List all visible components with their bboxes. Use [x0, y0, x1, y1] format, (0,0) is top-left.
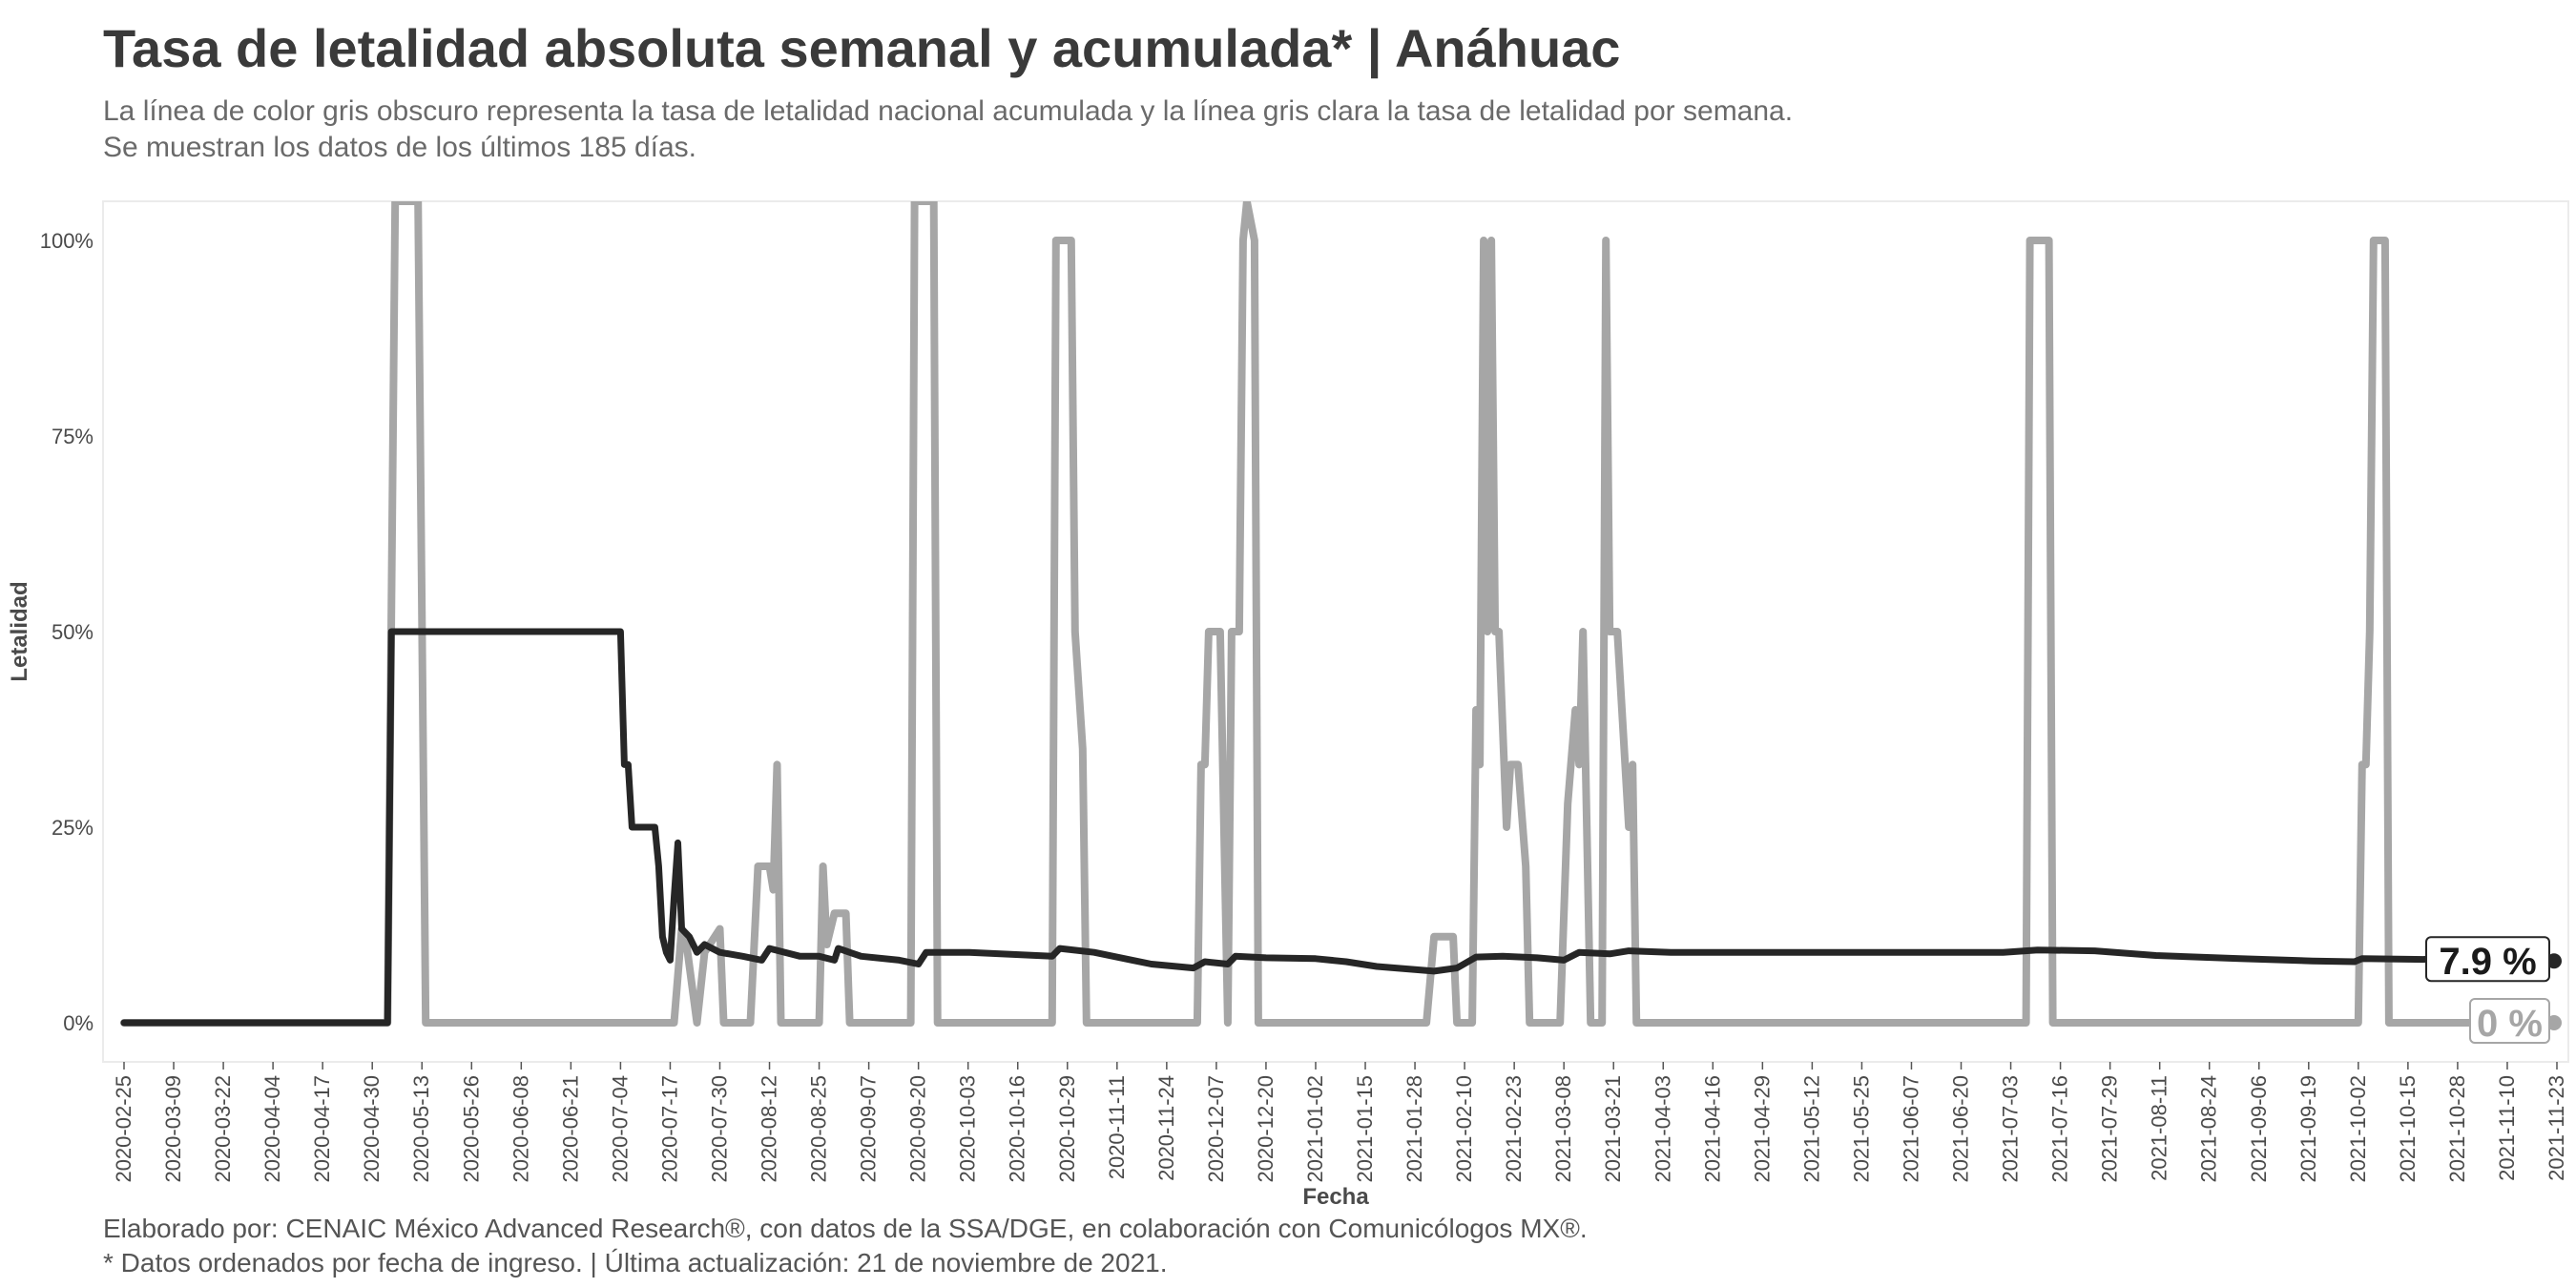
chart-caption: Elaborado por: CENAIC México Advanced Re… [103, 1212, 1588, 1280]
y-tick-label: 25% [52, 816, 93, 840]
x-axis-title: Fecha [1302, 1184, 1369, 1210]
caption-line-1: Elaborado por: CENAIC México Advanced Re… [103, 1214, 1588, 1243]
x-tick-label: 2021-10-15 [2396, 1075, 2420, 1183]
x-tick-label: 2020-05-13 [409, 1075, 433, 1183]
x-tick-label: 2020-10-29 [1055, 1075, 1079, 1183]
x-tick-label: 2021-06-20 [1949, 1075, 1973, 1183]
x-tick-label: 2020-06-21 [558, 1075, 582, 1183]
x-tick-label: 2021-11-10 [2495, 1075, 2519, 1181]
x-tick-label: 2021-06-07 [1899, 1075, 1922, 1183]
x-tick-label: 2020-08-12 [758, 1075, 781, 1183]
x-tick-label: 2021-01-28 [1402, 1075, 1426, 1183]
x-tick-label: 2020-11-24 [1154, 1075, 1178, 1181]
x-tick-label: 2020-02-25 [112, 1075, 135, 1183]
x-tick-label: 2020-09-07 [857, 1075, 881, 1183]
x-tick-label: 2020-04-30 [360, 1075, 384, 1183]
x-tick-label: 2020-10-16 [1006, 1075, 1029, 1183]
x-tick-label: 2021-09-19 [2296, 1075, 2320, 1183]
x-axis-ticks: 2020-02-25 2020-03-09 2020-03-22 2020-04-04… [112, 1062, 2568, 1183]
caption-line-2: * Datos ordenados por fecha de ingreso. … [103, 1248, 1168, 1278]
x-tick-label: 2021-04-03 [1651, 1075, 1674, 1183]
x-tick-label: 2021-02-23 [1502, 1075, 1526, 1183]
series-line-cumulative [120, 628, 2561, 1027]
x-tick-label: 2021-03-21 [1601, 1075, 1625, 1183]
y-tick-label: 50% [52, 620, 93, 644]
end-labels: 7.9 % 0 % [2425, 936, 2562, 1045]
x-tick-label: 2020-12-07 [1204, 1075, 1228, 1183]
x-tick-label: 2020-08-25 [807, 1075, 831, 1183]
y-axis-ticks: 0% 25% 50% 75% 100% [40, 229, 93, 1035]
x-tick-label: 2021-09-06 [2247, 1075, 2271, 1183]
x-tick-label: 2020-10-03 [956, 1075, 980, 1183]
x-tick-label: 2021-10-28 [2445, 1075, 2469, 1183]
x-tick-label: 2021-07-29 [2098, 1075, 2122, 1183]
x-tick-label: 2020-04-04 [260, 1075, 284, 1183]
x-tick-label: 2021-10-02 [2346, 1075, 2370, 1183]
x-tick-label: 2020-04-17 [310, 1075, 334, 1183]
y-tick-label: 100% [40, 229, 93, 253]
subtitle-line-2: Se muestran los datos de los últimos 185… [103, 132, 697, 163]
end-label-box-cumulative [2425, 936, 2550, 983]
x-tick-label: 2020-03-09 [161, 1075, 185, 1183]
end-label-cumulative: 7.9 % [2439, 941, 2536, 983]
x-tick-label: 2020-11-11 [1105, 1075, 1129, 1179]
x-tick-label: 2020-09-20 [906, 1075, 930, 1183]
x-tick-label: 2021-04-29 [1750, 1075, 1774, 1183]
subtitle-line-1: La línea de color gris obscuro represent… [103, 95, 1794, 127]
x-tick-label: 2021-01-15 [1353, 1075, 1377, 1183]
y-tick-label: 75% [52, 425, 93, 448]
x-tick-label: 2020-06-08 [509, 1075, 532, 1183]
x-tick-label: 2021-03-08 [1551, 1075, 1575, 1183]
x-tick-label: 2020-05-26 [459, 1075, 483, 1183]
x-tick-label: 2020-03-22 [211, 1075, 235, 1183]
x-tick-label: 2021-02-10 [1452, 1075, 1476, 1183]
x-tick-label: 2021-08-11 [2148, 1075, 2171, 1181]
x-tick-label: 2020-07-17 [657, 1075, 681, 1183]
x-tick-label: 2021-05-25 [1849, 1075, 1873, 1183]
x-tick-label: 2021-07-16 [2048, 1075, 2072, 1183]
end-label-box-weekly [2469, 998, 2550, 1044]
x-tick-label: 2021-01-02 [1303, 1075, 1327, 1183]
y-axis-title: Letalidad [7, 581, 32, 681]
x-tick-label: 2021-05-12 [1799, 1075, 1823, 1183]
x-tick-label: 2020-07-30 [707, 1075, 731, 1183]
chart-subtitle: La línea de color gris obscuro represent… [103, 93, 1793, 166]
x-tick-label: 2021-07-03 [1999, 1075, 2023, 1183]
x-tick-label: 2020-12-20 [1254, 1075, 1278, 1183]
end-label-weekly: 0 % [2477, 1003, 2543, 1045]
x-tick-label: 2021-11-23 [2545, 1075, 2568, 1181]
x-tick-label: 2021-04-16 [1700, 1075, 1724, 1183]
x-tick-label: 2020-07-04 [608, 1075, 632, 1183]
series-line-weekly [120, 201, 2561, 1027]
chart-title: Tasa de letalidad absoluta semanal y acu… [103, 18, 1621, 78]
x-tick-label: 2021-08-24 [2197, 1075, 2221, 1183]
y-tick-label: 0% [63, 1011, 93, 1035]
series-layer [120, 201, 2561, 1027]
